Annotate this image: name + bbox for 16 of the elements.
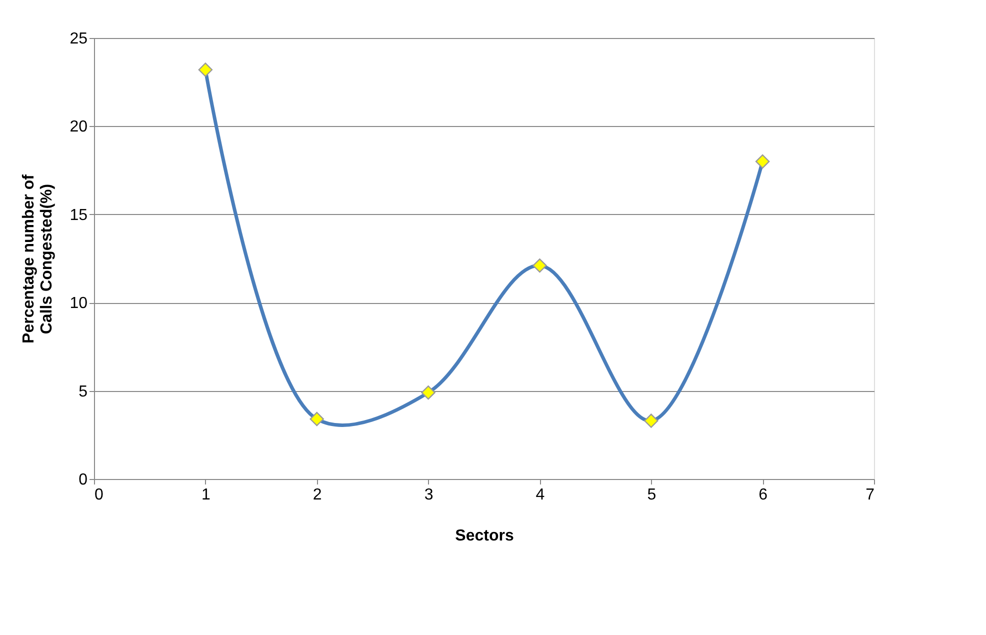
- x-axis-title: Sectors: [455, 528, 514, 544]
- x-tick-label: 3: [424, 486, 434, 504]
- y-tick-label: 0: [78, 472, 88, 488]
- y-tick-label: 10: [70, 295, 88, 312]
- y-tick-label: 20: [70, 118, 88, 136]
- x-tick-label: 1: [201, 486, 210, 504]
- y-tick-label: 15: [70, 206, 88, 224]
- x-tick-label: 7: [866, 486, 875, 504]
- y-tick-label: 5: [78, 383, 88, 400]
- y-tick-label: 25: [70, 30, 88, 48]
- x-tick-label: 2: [312, 486, 322, 504]
- x-tick-label: 5: [647, 486, 656, 504]
- x-tick-label: 0: [94, 486, 104, 504]
- x-tick-label: 4: [536, 486, 545, 504]
- y-axis-title: Percentage number of Calls Congested(%): [20, 174, 56, 344]
- x-tick-label: 6: [758, 486, 768, 504]
